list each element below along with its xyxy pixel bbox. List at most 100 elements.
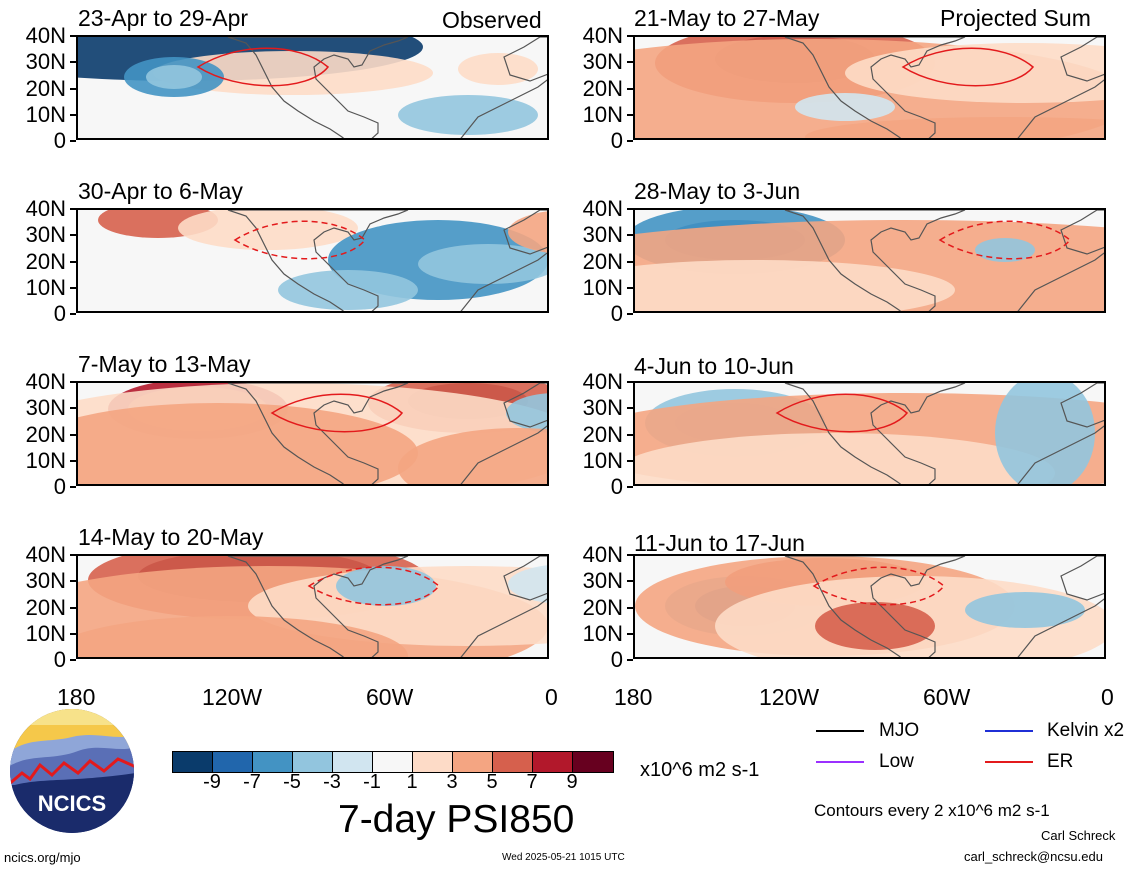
lat-label: 10N bbox=[582, 274, 623, 300]
lat-tick bbox=[627, 632, 633, 635]
lat-label: 30N bbox=[582, 395, 623, 421]
lat-label: 0 bbox=[610, 128, 623, 153]
lat-label: 20N bbox=[582, 594, 623, 620]
lat-tick bbox=[627, 208, 633, 210]
lat-label: 0 bbox=[610, 474, 623, 499]
lat-label: 20N bbox=[582, 421, 623, 447]
map-panel bbox=[633, 208, 1106, 313]
plot-title: 7-day PSI850 bbox=[338, 798, 575, 841]
legend-label-low: Low bbox=[879, 751, 914, 772]
panel-date-label: 21-May to 27-May bbox=[634, 5, 820, 31]
lat-label: 30N bbox=[582, 568, 623, 594]
lon-label: 120W bbox=[202, 684, 263, 710]
colorbar-swatch bbox=[533, 752, 573, 772]
lat-tick bbox=[627, 580, 633, 583]
colorbar-tick-label: 3 bbox=[446, 771, 458, 793]
lat-tick bbox=[627, 286, 633, 289]
colorbar-swatch bbox=[573, 752, 613, 772]
lat-label: 30N bbox=[25, 568, 66, 594]
lat-tick bbox=[627, 313, 633, 315]
lat-label: 10N bbox=[25, 447, 66, 473]
legend-line-mjo bbox=[816, 730, 864, 732]
panel-date-label: 11-Jun to 17-Jun bbox=[634, 530, 805, 556]
lat-tick bbox=[70, 208, 76, 210]
colorbar-swatch bbox=[213, 752, 253, 772]
lat-tick bbox=[627, 260, 633, 263]
lat-tick bbox=[627, 407, 633, 410]
lat-tick bbox=[70, 113, 76, 116]
panel-header-projected: Projected Sum bbox=[940, 5, 1091, 31]
lat-label: 0 bbox=[53, 647, 66, 672]
colorbar-tick-label: -3 bbox=[323, 771, 341, 793]
panel-date-label: 14-May to 20-May bbox=[78, 524, 264, 550]
legend-label-kelvin: Kelvin x2 bbox=[1047, 720, 1125, 741]
colorbar-tick-label: 9 bbox=[566, 771, 578, 793]
lat-label: 10N bbox=[582, 447, 623, 473]
lat-label: 0 bbox=[610, 647, 623, 672]
lat-label: 30N bbox=[582, 222, 623, 248]
footer-email: carl_schreck@ncsu.edu bbox=[964, 849, 1103, 864]
legend-label-mjo: MJO bbox=[879, 720, 920, 741]
colorbar-swatch bbox=[173, 752, 213, 772]
lat-tick bbox=[70, 87, 76, 90]
lat-tick bbox=[627, 234, 633, 237]
lat-tick bbox=[70, 554, 76, 556]
colorbar-tick-label: 7 bbox=[526, 771, 538, 793]
lat-label: 40N bbox=[25, 196, 66, 221]
colorbar-swatch bbox=[413, 752, 453, 772]
lat-label: 40N bbox=[582, 196, 623, 221]
lat-tick bbox=[70, 580, 76, 583]
lon-label: 180 bbox=[57, 684, 96, 710]
colorbar-swatch bbox=[293, 752, 333, 772]
colorbar-swatch bbox=[453, 752, 493, 772]
legend-line-low bbox=[816, 761, 864, 763]
contour-note: Contours every 2 x10^6 m2 s-1 bbox=[814, 801, 1050, 820]
lat-tick bbox=[70, 433, 76, 436]
lat-tick bbox=[70, 286, 76, 289]
lon-label: 60W bbox=[366, 684, 414, 710]
lat-label: 40N bbox=[25, 23, 66, 48]
lat-label: 40N bbox=[582, 23, 623, 48]
lat-tick bbox=[70, 459, 76, 462]
lon-label: 0 bbox=[1101, 684, 1114, 710]
lat-label: 20N bbox=[25, 75, 66, 101]
lat-label: 20N bbox=[25, 248, 66, 274]
panel-date-label: 4-Jun to 10-Jun bbox=[634, 353, 794, 379]
lat-label: 20N bbox=[582, 248, 623, 274]
lon-label: 60W bbox=[923, 684, 971, 710]
lat-tick bbox=[627, 554, 633, 556]
lat-tick bbox=[627, 606, 633, 609]
lat-label: 30N bbox=[25, 395, 66, 421]
lat-tick bbox=[627, 61, 633, 64]
lat-label: 30N bbox=[25, 222, 66, 248]
lat-label: 40N bbox=[25, 542, 66, 567]
lat-label: 40N bbox=[582, 542, 623, 567]
lon-label: 0 bbox=[545, 684, 558, 710]
colorbar-tick-label: -1 bbox=[363, 771, 381, 793]
panel-date-label: 7-May to 13-May bbox=[78, 351, 251, 377]
lat-label: 40N bbox=[25, 369, 66, 394]
lon-label: 120W bbox=[759, 684, 820, 710]
footer-author: Carl Schreck bbox=[1041, 828, 1116, 843]
colorbar-swatch bbox=[493, 752, 533, 772]
map-panel bbox=[633, 35, 1106, 140]
lat-tick bbox=[70, 260, 76, 263]
map-panel bbox=[76, 208, 549, 313]
map-panel bbox=[76, 381, 549, 486]
lat-tick bbox=[70, 234, 76, 237]
panel-date-label: 23-Apr to 29-Apr bbox=[78, 5, 249, 31]
lat-tick bbox=[70, 381, 76, 383]
footer-url: ncics.org/mjo bbox=[4, 850, 81, 865]
lat-label: 10N bbox=[582, 620, 623, 646]
lat-tick bbox=[70, 313, 76, 315]
lat-tick bbox=[627, 381, 633, 383]
colorbar-tick-label: -9 bbox=[203, 771, 221, 793]
lat-label: 20N bbox=[25, 421, 66, 447]
panel-date-label: 30-Apr to 6-May bbox=[78, 178, 243, 204]
lat-tick bbox=[70, 35, 76, 37]
footer-timestamp: Wed 2025-05-21 1015 UTC bbox=[502, 852, 625, 863]
lat-label: 10N bbox=[25, 620, 66, 646]
lat-tick bbox=[627, 659, 633, 661]
ncics-logo: NCICS bbox=[8, 707, 136, 835]
colorbar-tick-label: -7 bbox=[243, 771, 261, 793]
